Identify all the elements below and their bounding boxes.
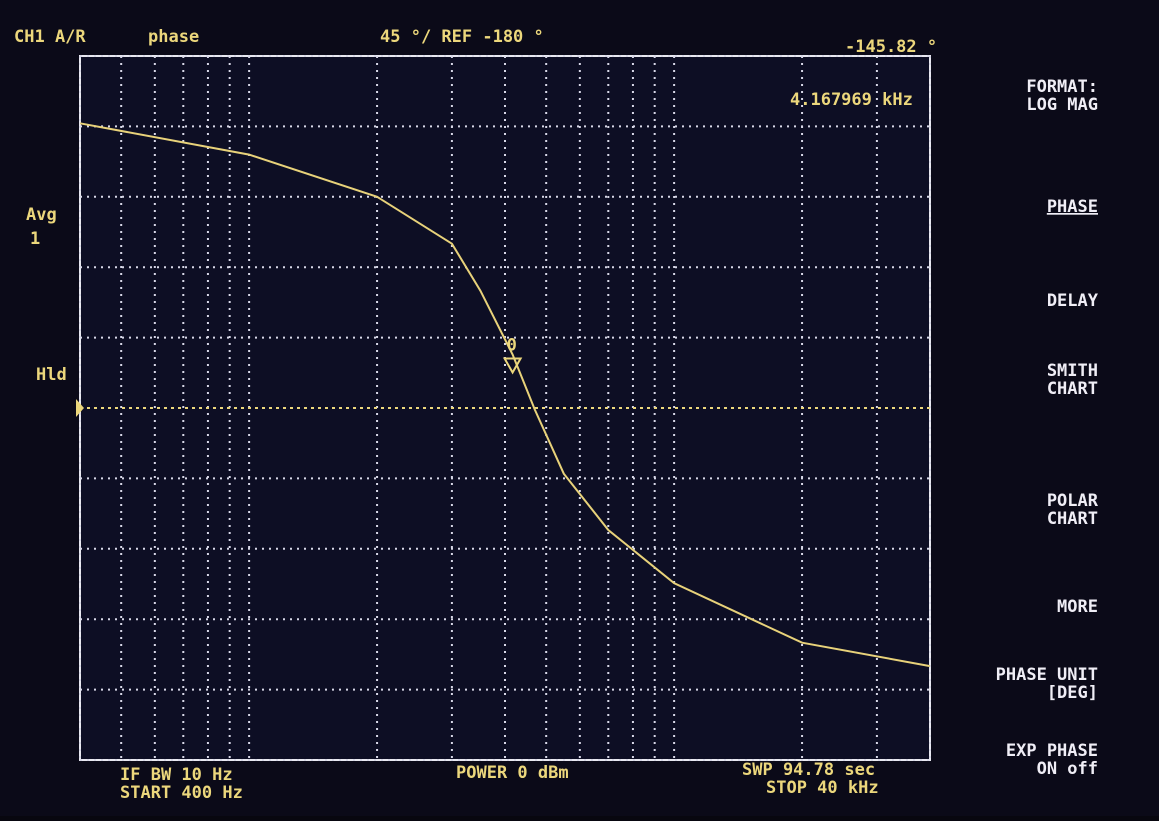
scale: 45 °/ REF -180 ° xyxy=(380,27,544,47)
softkey[interactable]: ON off xyxy=(1037,759,1098,779)
softkey[interactable]: FORMAT: xyxy=(1026,77,1098,97)
softkey[interactable]: MORE xyxy=(1057,597,1098,617)
softkey[interactable]: PHASE xyxy=(1047,197,1098,217)
reference-arrow xyxy=(76,399,84,417)
softkey[interactable]: SMITH xyxy=(1047,361,1098,381)
softkey[interactable]: DELAY xyxy=(1047,291,1099,311)
power: POWER 0 dBm xyxy=(456,763,569,783)
softkey[interactable]: EXP PHASE xyxy=(1006,741,1098,761)
marker-value: -145.82 ° xyxy=(845,37,937,57)
trace xyxy=(79,122,931,668)
avg-label: Avg xyxy=(26,205,57,225)
softkey[interactable]: CHART xyxy=(1047,509,1098,529)
marker xyxy=(502,357,523,375)
softkey[interactable]: POLAR xyxy=(1047,491,1099,511)
softkey[interactable]: PHASE UNIT xyxy=(996,665,1098,685)
channel: CH1 A/R xyxy=(14,27,86,47)
hold-label: Hld xyxy=(36,365,67,385)
softkey[interactable]: [DEG] xyxy=(1047,683,1098,703)
stop-freq: STOP 40 kHz xyxy=(766,778,879,798)
softkey[interactable]: LOG MAG xyxy=(1026,95,1098,115)
sweep-time: SWP 94.78 sec xyxy=(742,760,875,780)
marker-freq: 4.167969 kHz xyxy=(790,90,913,110)
if-bw: IF BW 10 Hz xyxy=(120,765,233,785)
softkey[interactable]: CHART xyxy=(1047,379,1098,399)
start-freq: START 400 Hz xyxy=(120,783,243,803)
measurement: phase xyxy=(148,27,199,47)
marker-label: 0 xyxy=(507,336,517,356)
avg-count: 1 xyxy=(30,229,40,249)
